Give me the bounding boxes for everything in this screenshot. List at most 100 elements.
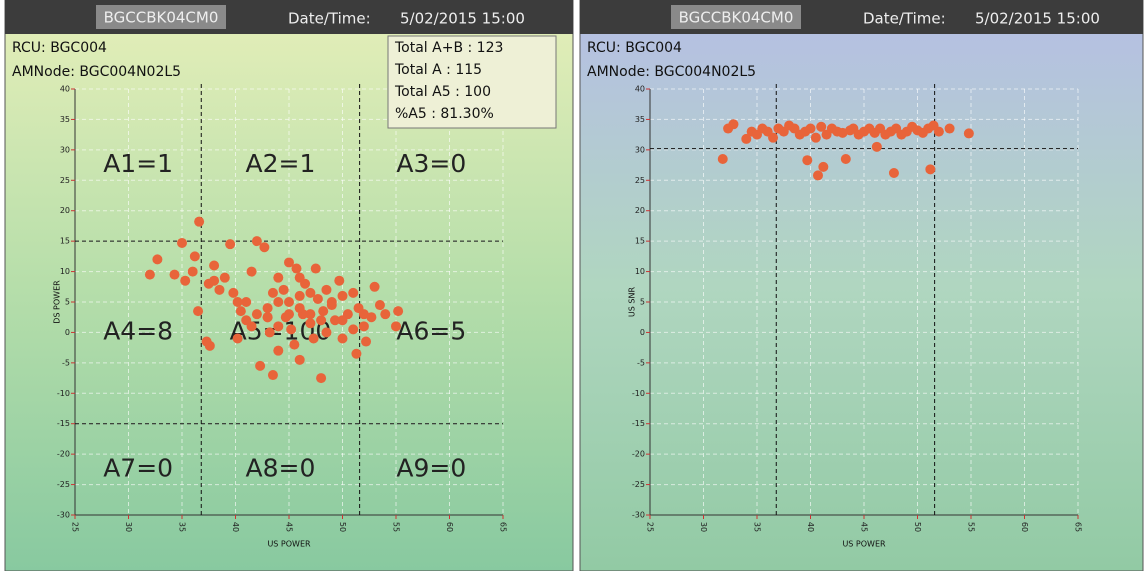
y-tick-label: -5 [62, 358, 70, 367]
point [286, 324, 297, 335]
info-line: RCU: BGC004 [587, 40, 682, 56]
point [273, 297, 284, 307]
point [204, 340, 215, 351]
point [264, 327, 275, 338]
zone-label: A1=1 [103, 149, 173, 178]
y-tick-label: 0 [640, 328, 645, 337]
point [228, 287, 239, 298]
point [219, 272, 230, 283]
x-tick-label: 45 [860, 522, 869, 532]
panel-bg [579, 0, 1144, 572]
y-tick-label: -15 [57, 419, 70, 428]
point [717, 153, 728, 164]
point [358, 321, 369, 332]
device-badge [96, 5, 226, 29]
point [391, 321, 401, 332]
x-axis-label: US POWER [267, 540, 311, 549]
point [273, 272, 284, 283]
point [888, 167, 899, 178]
y-tick-label: 30 [635, 145, 645, 154]
y-tick-label: 15 [635, 237, 645, 246]
point [262, 303, 273, 314]
point [246, 321, 257, 332]
y-tick-label: 5 [640, 298, 645, 307]
point [348, 324, 359, 335]
totals-line: Total A5 : 100 [394, 84, 491, 100]
point [284, 297, 294, 307]
point [963, 128, 974, 139]
point [246, 266, 257, 277]
point [251, 309, 262, 320]
point [241, 297, 252, 307]
y-axis-label: DS POWER [53, 280, 62, 324]
y-tick-label: 20 [60, 206, 70, 215]
point [933, 126, 944, 137]
point [802, 155, 813, 166]
point [232, 297, 243, 307]
point [337, 290, 348, 301]
point [255, 360, 266, 371]
point [267, 287, 278, 298]
point [187, 266, 198, 277]
x-tick-label: 60 [445, 522, 454, 532]
point [334, 275, 345, 286]
point [194, 216, 205, 227]
zone-label: A7=0 [103, 453, 173, 482]
point [294, 303, 305, 314]
point [291, 263, 302, 274]
point [318, 306, 329, 317]
y-tick-label: -5 [637, 358, 645, 367]
point [308, 333, 319, 344]
x-tick-label: 35 [178, 522, 187, 532]
point [189, 251, 200, 262]
point [741, 133, 752, 144]
device-id: BGCCBK04CM0 [104, 9, 219, 27]
zone-label: A9=0 [396, 453, 466, 482]
point [177, 237, 187, 248]
y-tick-label: 30 [60, 145, 70, 154]
x-tick-label: 25 [71, 522, 80, 532]
point [330, 315, 341, 326]
point [840, 153, 851, 164]
point [805, 123, 816, 134]
point [316, 373, 327, 384]
point [305, 318, 316, 329]
datetime-label: Date/Time: [288, 10, 371, 28]
point [312, 293, 323, 304]
x-tick-label: 25 [646, 522, 655, 532]
point [232, 333, 243, 344]
y-tick-label: 40 [635, 85, 645, 94]
y-tick-label: 25 [60, 176, 70, 185]
info-line: RCU: BGC004 [12, 40, 107, 56]
y-tick-label: 5 [65, 298, 70, 307]
y-tick-label: -25 [632, 480, 645, 489]
point [366, 312, 377, 323]
point [209, 260, 220, 271]
point [944, 123, 955, 134]
point [337, 315, 348, 326]
y-tick-label: -25 [57, 480, 70, 489]
point [728, 119, 739, 130]
point [284, 309, 294, 320]
x-tick-label: 65 [499, 522, 508, 532]
x-tick-label: 30 [699, 522, 708, 532]
y-tick-label: -20 [57, 450, 70, 459]
point [225, 239, 236, 250]
point [305, 287, 316, 298]
point [273, 345, 284, 356]
point [294, 354, 305, 365]
x-tick-label: 55 [967, 522, 976, 532]
device-badge [671, 5, 801, 29]
point [169, 269, 180, 280]
point [810, 132, 821, 143]
datetime: 5/02/2015 15:00 [975, 10, 1100, 28]
x-tick-label: 50 [913, 522, 922, 532]
point [180, 275, 191, 286]
point [326, 297, 337, 307]
x-tick-label: 65 [1074, 522, 1083, 532]
point [273, 321, 284, 332]
y-tick-label: -15 [632, 419, 645, 428]
point [294, 290, 305, 301]
y-axis-label: US SNR [628, 287, 637, 318]
